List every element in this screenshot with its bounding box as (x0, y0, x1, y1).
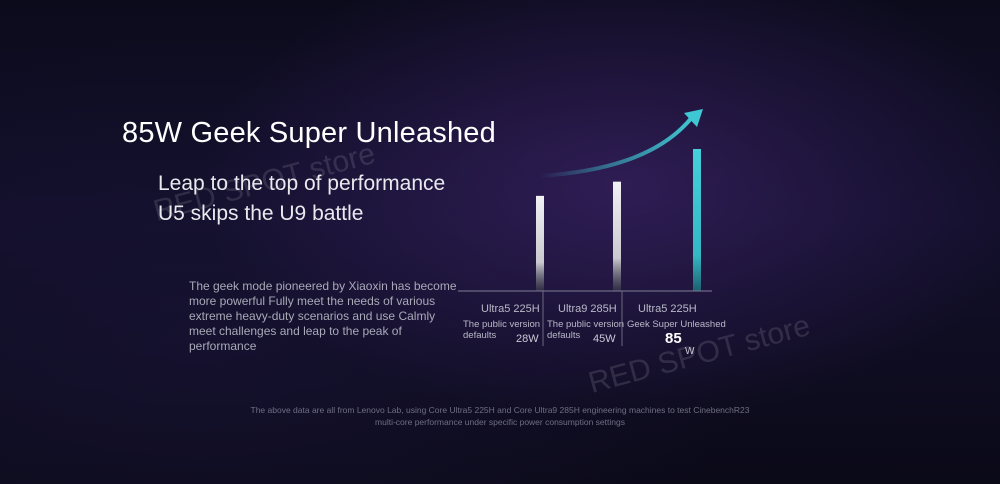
value-label-2: 45W (593, 333, 616, 345)
bar-1 (536, 195, 544, 291)
category-name-1: Ultra5 225H (481, 303, 540, 315)
category-desc-2: The public version (547, 319, 624, 330)
category-desc2-1: defaults (463, 330, 497, 341)
subheadline-2: U5 skips the U9 battle (158, 202, 364, 225)
footnote-line-2: multi-core performance under specific po… (375, 417, 625, 427)
value-unit-3: W (685, 346, 695, 357)
category-desc-1: The public version (463, 319, 540, 330)
footnote: The above data are all from Lenovo Lab, … (200, 404, 800, 428)
footnote-line-1: The above data are all from Lenovo Lab, … (250, 405, 750, 415)
value-label-3: 85 (665, 330, 682, 347)
category-desc-3: Geek Super Unleashed (627, 319, 726, 330)
description: The geek mode pioneered by Xiaoxin has b… (189, 279, 457, 353)
value-label-1: 28W (516, 333, 539, 345)
category-name-2: Ultra9 285H (558, 303, 617, 315)
subheadline-1: Leap to the top of performance (158, 172, 446, 195)
growth-arrowhead (684, 109, 703, 127)
bar-3 (693, 149, 701, 291)
headline: 85W Geek Super Unleashed (122, 117, 496, 149)
category-desc2-2: defaults (547, 330, 581, 341)
bar-2 (613, 181, 621, 291)
growth-curve (538, 114, 695, 178)
category-name-3: Ultra5 225H (638, 303, 697, 315)
